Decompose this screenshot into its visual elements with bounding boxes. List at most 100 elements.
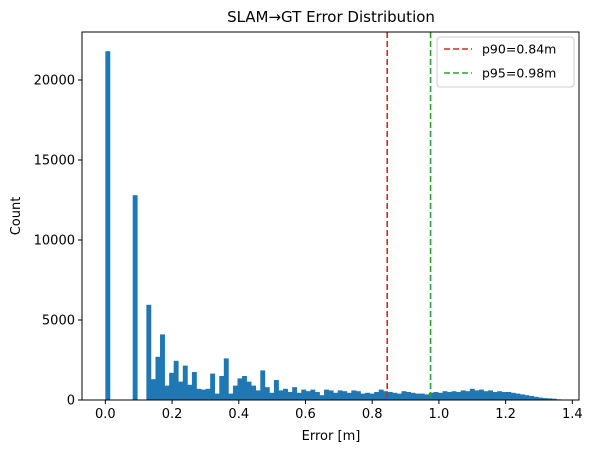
histogram-bar (415, 393, 421, 400)
histogram-bar (219, 376, 225, 400)
plot-frame (81, 31, 580, 401)
histogram-bar (510, 392, 516, 400)
histogram-bar (492, 392, 498, 400)
y-tick-label: 20000 (34, 74, 75, 89)
histogram-bar (551, 398, 557, 400)
histogram-bar (205, 388, 211, 400)
histogram-bar (442, 391, 448, 400)
histogram-bar (292, 387, 298, 400)
histogram-bar (105, 51, 111, 400)
y-tick-label: 15000 (34, 154, 75, 169)
histogram-bar (287, 392, 293, 400)
x-tick-label: 0.8 (362, 407, 383, 422)
histogram-bar (506, 392, 512, 400)
histogram-bar (169, 372, 175, 400)
y-tick-label: 10000 (34, 234, 75, 249)
histogram-bar (273, 380, 279, 400)
histogram-bar (232, 385, 238, 400)
histogram-bar (346, 392, 352, 400)
histogram-bar (533, 396, 539, 400)
histogram-bar (437, 392, 443, 400)
y-axis-label: Count (9, 197, 24, 236)
histogram-bar (301, 389, 307, 400)
histogram-bar (214, 393, 220, 400)
histogram-bar (460, 390, 466, 400)
x-tick-label: 0.4 (228, 407, 249, 422)
x-tick-label: 0.2 (162, 407, 183, 422)
histogram-bar (483, 391, 489, 400)
histogram-bar (355, 391, 361, 400)
histogram-bar (237, 378, 243, 400)
histogram-bar (314, 392, 320, 400)
histogram-bar (305, 391, 311, 400)
histogram-bar (433, 392, 439, 400)
histogram-bar (173, 360, 179, 400)
histogram-bar (228, 393, 234, 400)
histogram-bar (260, 370, 266, 400)
histogram-bar (150, 379, 156, 400)
histogram-bar (132, 195, 138, 400)
histogram-bar (269, 392, 275, 400)
histogram-bar (369, 393, 375, 400)
histogram-bar (538, 397, 544, 400)
histogram-bar (529, 396, 534, 400)
histogram-bar (447, 392, 452, 400)
histogram-bar (497, 391, 503, 400)
y-tick-label: 0 (67, 394, 75, 409)
histogram-bar (410, 392, 416, 400)
histogram-bar (319, 395, 325, 400)
histogram-bar (333, 392, 339, 400)
histogram-bar (251, 385, 257, 400)
x-tick-label: 0.0 (95, 407, 116, 422)
histogram-bar (201, 389, 206, 400)
histogram-bar (182, 365, 188, 400)
histogram-bar (187, 384, 193, 400)
x-tick-label: 0.6 (295, 407, 316, 422)
histogram-bar (474, 390, 480, 400)
histogram-bar (210, 373, 216, 400)
histogram-bar (424, 394, 430, 400)
x-tick-label: 1.4 (562, 407, 583, 422)
histogram-bar (501, 392, 507, 400)
histogram-bar (246, 381, 252, 400)
x-tick-label: 1.2 (495, 407, 516, 422)
histogram-bar (337, 390, 343, 400)
histogram-bar (469, 388, 475, 400)
histogram-bar (451, 391, 457, 400)
legend-label: p90=0.84m (482, 42, 556, 57)
histogram-bar (178, 381, 184, 400)
histogram-bar (164, 385, 170, 400)
histogram-bar (278, 390, 284, 400)
histogram-bar (519, 394, 525, 400)
y-axis-ticks: 0 5000 10000 15000 20000 (34, 74, 82, 409)
histogram-bar (296, 392, 302, 400)
histogram-bar (351, 390, 357, 400)
chart-legend: p90=0.84m p95=0.98m (436, 36, 575, 88)
histogram-bar (515, 393, 521, 400)
histogram-bar (419, 393, 425, 400)
x-axis-ticks: 0.0 0.2 0.4 0.6 0.8 1.0 1.2 1.4 (95, 400, 583, 422)
histogram-bar (196, 388, 202, 400)
y-tick-label: 5000 (42, 314, 75, 329)
histogram-bar (360, 393, 366, 400)
histogram-bar (401, 391, 407, 400)
chart-title: SLAM→GT Error Distribution (227, 8, 435, 26)
histogram-bar (365, 392, 370, 400)
histogram-bar (191, 372, 197, 400)
histogram-bar (396, 393, 402, 400)
histogram-bar (324, 389, 329, 400)
histogram-bar (223, 358, 229, 400)
histogram-bars (105, 51, 562, 400)
legend-label: p95=0.98m (482, 66, 556, 81)
histogram-bar (488, 390, 493, 400)
x-axis-label: Error [m] (302, 429, 361, 444)
histogram-bar (392, 392, 398, 400)
reference-lines (386, 32, 432, 400)
histogram-bar (283, 388, 288, 400)
histogram-bar (242, 376, 247, 400)
histogram-bar (264, 387, 270, 400)
histogram-bar (342, 391, 348, 400)
histogram-bar (456, 392, 462, 400)
histogram-bar (547, 398, 553, 400)
histogram-bar (378, 389, 384, 400)
